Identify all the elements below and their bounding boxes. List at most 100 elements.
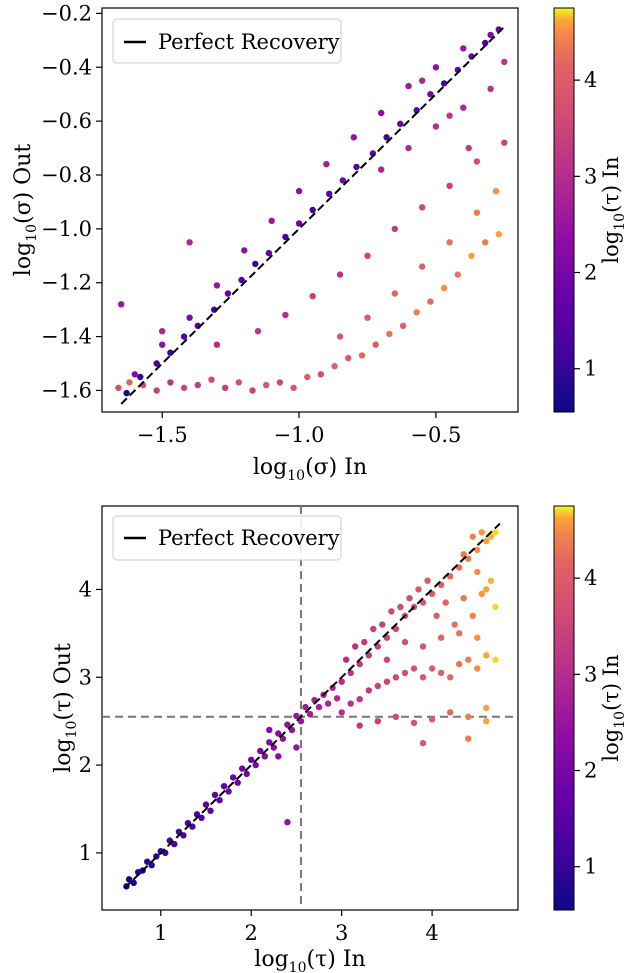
bottom-data-point: [229, 774, 237, 781]
bottom-data-point: [447, 709, 454, 716]
bottom-data-point: [433, 612, 440, 619]
top-data-point: [413, 107, 420, 114]
top-data-point: [487, 85, 494, 93]
bottom-data-point: [487, 577, 495, 584]
top-data-point: [350, 134, 357, 141]
top-data-point: [252, 260, 259, 268]
bottom-data-point: [392, 713, 400, 720]
top-data-point: [317, 371, 325, 378]
bottom-data-point: [333, 695, 341, 702]
bottom-data-point: [352, 643, 359, 650]
bottom-chart: 1 2 3 4 1 2 3 4 Perfect Recovery log10(τ) In l…: [51, 505, 627, 973]
top-data-point: [345, 354, 352, 362]
bottom-data-point: [275, 753, 282, 760]
top-data-point: [364, 252, 371, 259]
bottom-data-point: [243, 770, 250, 778]
bottom-data-point: [293, 712, 300, 720]
bottom-colorbar-tick-label: 2: [584, 759, 597, 783]
top-data-point: [159, 341, 166, 348]
bottom-perfect-recovery-line: [123, 522, 501, 889]
bottom-data-point: [374, 718, 381, 725]
top-colorbar-label: log10(τ) In: [599, 156, 627, 263]
bottom-data-point: [234, 779, 241, 786]
bottom-data-point: [383, 678, 391, 685]
top-data-point: [309, 293, 316, 300]
bottom-data-point: [266, 726, 273, 734]
bottom-data-point: [248, 756, 255, 763]
bottom-data-point: [406, 595, 413, 602]
top-data-point: [446, 239, 453, 246]
bottom-colorbar-gradient: [553, 505, 575, 911]
top-data-point: [126, 379, 133, 386]
bottom-data-point: [478, 590, 485, 597]
top-colorbar-tick-label: 1: [584, 357, 597, 381]
top-data-point: [405, 82, 412, 90]
top-data-point: [208, 376, 215, 383]
bottom-legend: Perfect Recovery: [112, 515, 342, 561]
bottom-data-point: [483, 718, 490, 725]
bottom-data-point: [356, 722, 363, 729]
top-data-point: [432, 123, 440, 130]
top-data-point: [358, 352, 366, 359]
top-data-point: [153, 360, 160, 367]
top-y-tick-label: −0.4: [41, 55, 92, 79]
bottom-data-point: [415, 586, 422, 593]
top-data-point: [235, 379, 242, 386]
bottom-data-point: [456, 630, 463, 637]
top-data-point: [222, 384, 229, 391]
top-data-point: [487, 31, 494, 39]
bottom-data-point: [365, 687, 372, 694]
top-data-point: [492, 187, 500, 195]
top-data-point: [241, 247, 248, 254]
bottom-data-point: [460, 595, 467, 602]
top-data-point: [213, 341, 221, 348]
top-data-point: [364, 314, 371, 321]
bottom-x-axis-label: log10(τ) In: [254, 947, 365, 973]
bottom-data-point: [469, 533, 476, 540]
top-data-point: [167, 379, 174, 386]
bottom-data-point: [343, 656, 350, 663]
top-data-point: [137, 373, 144, 381]
bottom-data-point: [456, 660, 463, 668]
top-data-point: [353, 163, 360, 171]
bottom-data-point: [474, 568, 481, 576]
top-data-point: [265, 249, 273, 257]
bottom-y-axis-label: log10(τ) Out: [51, 643, 80, 773]
bottom-data-point: [329, 684, 336, 691]
top-data-point: [427, 298, 434, 305]
top-data-point: [282, 311, 289, 319]
top-data-point: [468, 252, 475, 259]
top-legend: Perfect Recovery: [112, 18, 342, 64]
top-y-tick-label: −1.6: [41, 378, 92, 402]
top-y-ticks: −1.6 −1.4 −1.2 −1.0 −0.8 −0.6 −0.4 −0.2: [41, 1, 102, 402]
bottom-x-ticks: 1 2 3 4: [154, 910, 439, 945]
bottom-data-point: [410, 719, 418, 727]
top-chart: −1.5 −1.0 −0.5 −1.6 −1.4 −1.2 −1.0 −0.8 −0.6 −0.…: [11, 1, 627, 484]
top-y-tick-label: −0.8: [41, 163, 92, 187]
top-data-point: [336, 271, 344, 278]
top-data-point: [309, 206, 316, 214]
top-data-point: [118, 301, 125, 308]
bottom-colorbar-tick-label: 3: [584, 662, 597, 686]
bottom-data-point: [284, 819, 291, 826]
top-data-point: [186, 314, 193, 321]
top-y-axis-label: log10(σ) Out: [11, 144, 40, 277]
top-data-point: [460, 45, 467, 52]
bottom-data-point: [474, 546, 481, 554]
bottom-data-point: [130, 879, 137, 886]
top-data-point: [304, 373, 311, 381]
bottom-data-point: [483, 586, 490, 593]
top-y-tick-label: −0.6: [41, 109, 92, 133]
bottom-data-point: [483, 652, 490, 659]
bottom-data-point: [465, 713, 472, 720]
top-x-axis-label: log10(σ) In: [253, 455, 367, 484]
bottom-data-point: [437, 634, 445, 641]
top-data-point: [331, 363, 338, 370]
bottom-data-point: [266, 739, 273, 746]
top-colorbar: 1 2 3 4 log10(τ) In: [553, 7, 627, 413]
bottom-data-point: [401, 638, 409, 646]
bottom-data-point: [492, 656, 499, 663]
bottom-data-point: [239, 765, 246, 772]
bottom-data-point: [293, 744, 300, 751]
bottom-data-point: [474, 634, 481, 641]
